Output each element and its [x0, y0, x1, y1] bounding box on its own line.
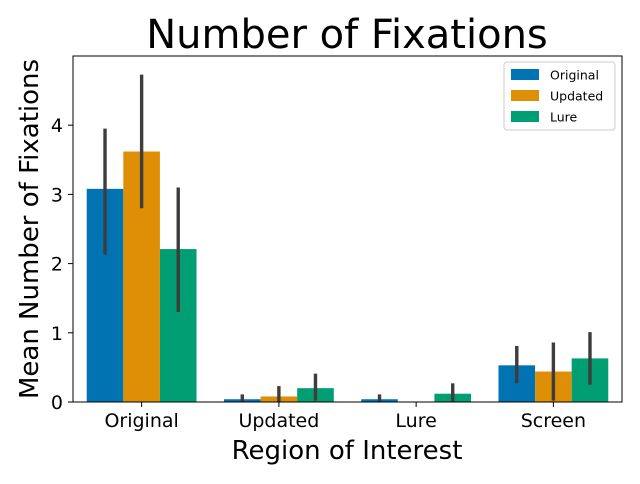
x-axis-label: Region of Interest: [232, 436, 463, 466]
y-tick-label: 2: [51, 254, 63, 276]
legend-label-lure: Lure: [550, 110, 578, 125]
legend-swatch-lure: [511, 111, 539, 122]
legend-label-updated: Updated: [550, 89, 603, 104]
legend-swatch-updated: [511, 90, 539, 101]
chart-title: Number of Fixations: [146, 12, 548, 58]
y-tick-label: 4: [51, 115, 63, 137]
y-axis-label: Mean Number of Fixations: [15, 59, 45, 399]
legend-label-original: Original: [550, 68, 599, 83]
plot-area: 0 1 2 3 4 Original Updated Lure Screen: [51, 55, 623, 432]
x-tick-label: Updated: [238, 410, 319, 432]
y-tick-label: 1: [51, 323, 63, 345]
y-tick-label: 0: [51, 392, 63, 414]
legend-swatch-original: [511, 69, 539, 80]
x-tick-label: Original: [104, 410, 178, 432]
legend: Original Updated Lure: [503, 61, 616, 131]
y-tick-label: 3: [51, 184, 63, 206]
x-tick-label: Screen: [521, 410, 586, 432]
plot-frame: [72, 55, 623, 403]
x-tick-label: Lure: [395, 410, 436, 432]
